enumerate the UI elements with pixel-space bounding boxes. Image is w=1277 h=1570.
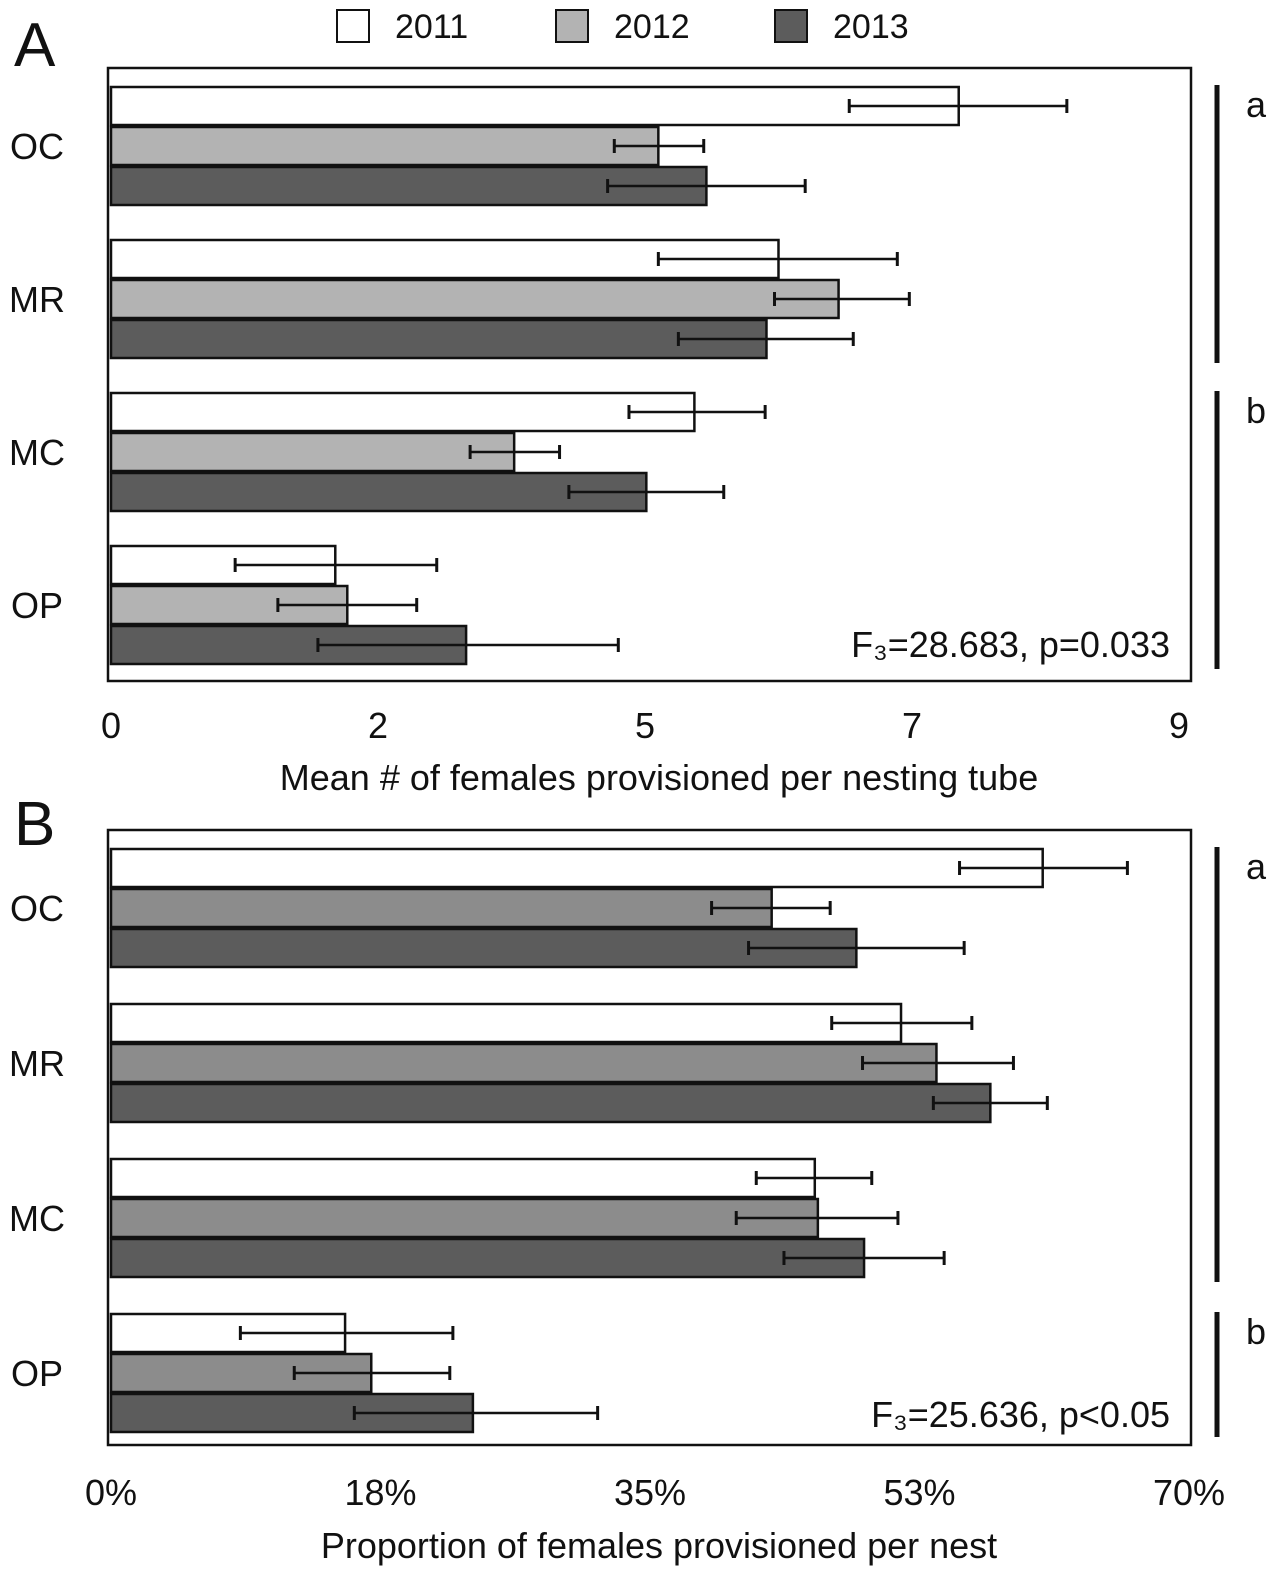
- bar-oc-2011: [109, 85, 960, 127]
- category-label-mc: MC: [9, 1198, 65, 1239]
- stat-annotation: F₃=28.683, p=0.033: [851, 624, 1170, 665]
- x-tick-label: 9: [1169, 705, 1189, 746]
- category-label-mr: MR: [9, 279, 65, 320]
- legend-swatch-2011: [336, 9, 370, 43]
- panel-label: B: [14, 790, 55, 859]
- category-label-mc: MC: [9, 432, 65, 473]
- error-bar-mc-2011: [754, 1171, 874, 1185]
- panel-b: B OC MR MC OP 0% 18% 35% 53% 70% Proportion of fem…: [9, 790, 1267, 1566]
- legend-label-2013: 2013: [833, 8, 909, 46]
- group-letter-b: b: [1246, 390, 1266, 431]
- error-bar-mr-2012: [772, 292, 911, 306]
- plot-frame: [106, 828, 1193, 1447]
- legend-swatch-2012: [555, 9, 589, 43]
- stat-annotation: F₃=25.636, p<0.05: [871, 1394, 1170, 1435]
- error-bar-op-2011: [233, 558, 439, 572]
- x-tick-label: 0%: [85, 1472, 137, 1513]
- error-bar-op-2012: [276, 598, 419, 612]
- error-bar-mc-2012: [734, 1211, 900, 1225]
- panel-label: A: [14, 11, 56, 80]
- error-bar-oc-2013: [747, 941, 966, 955]
- category-label-mr: MR: [9, 1043, 65, 1084]
- x-tick-label: 35%: [614, 1472, 686, 1513]
- error-bar-mr-2011: [830, 1016, 974, 1030]
- plot-frame: [106, 66, 1193, 683]
- x-tick-label: 70%: [1153, 1472, 1225, 1513]
- x-tick-label: 5: [635, 705, 655, 746]
- legend: 2011 2012 2013: [336, 8, 909, 46]
- error-bar-op-2013: [352, 1406, 600, 1420]
- error-bar-oc-2012: [612, 139, 706, 153]
- error-bar-oc-2012: [710, 901, 832, 915]
- bar-mc-2013: [109, 471, 648, 513]
- error-bar-mc-2011: [627, 405, 767, 419]
- bar-mr-2012: [109, 1042, 938, 1084]
- error-bar-mr-2012: [861, 1056, 1015, 1070]
- bar-mr-2011: [109, 1002, 903, 1044]
- bar-oc-2013: [109, 927, 858, 969]
- bar-oc-2012: [109, 125, 660, 167]
- error-bar-mc-2012: [468, 445, 562, 459]
- category-label-op: OP: [11, 1353, 63, 1394]
- x-tick-label: 18%: [344, 1472, 416, 1513]
- category-label-op: OP: [11, 585, 63, 626]
- bar-mc-2011: [109, 1157, 817, 1199]
- legend-swatch-2013: [774, 9, 808, 43]
- error-bar-mr-2011: [656, 252, 899, 266]
- bar-mr-2013: [109, 1082, 992, 1124]
- bar-oc-2011: [109, 847, 1044, 889]
- bar-mc-2013: [109, 1237, 866, 1279]
- x-tick-label: 0: [101, 705, 121, 746]
- x-axis-label: Proportion of females provisioned per ne…: [321, 1525, 997, 1566]
- group-letter-a: a: [1246, 846, 1267, 887]
- bar-mc-2011: [109, 391, 696, 433]
- error-bar-oc-2011: [958, 861, 1129, 875]
- error-bar-mr-2013: [931, 1096, 1049, 1110]
- category-label-oc: OC: [10, 888, 64, 929]
- error-bar-mr-2013: [676, 332, 855, 346]
- bar-mr-2012: [109, 278, 840, 320]
- group-letter-b: b: [1246, 1311, 1266, 1352]
- legend-label-2011: 2011: [395, 8, 468, 46]
- x-axis-label: Mean # of females provisioned per nestin…: [280, 757, 1038, 798]
- bar-mc-2012: [109, 1197, 820, 1239]
- bar-oc-2012: [109, 887, 773, 929]
- x-tick-label: 2: [368, 705, 388, 746]
- x-tick-label: 7: [902, 705, 922, 746]
- error-bar-mc-2013: [567, 485, 726, 499]
- bar-mc-2012: [109, 431, 516, 473]
- error-bar-oc-2013: [606, 179, 807, 193]
- legend-label-2012: 2012: [614, 8, 690, 46]
- x-tick-label: 53%: [883, 1472, 955, 1513]
- group-letter-a: a: [1246, 84, 1267, 125]
- error-bar-op-2011: [238, 1326, 455, 1340]
- error-bar-mc-2013: [782, 1251, 946, 1265]
- error-bar-op-2012: [292, 1366, 452, 1380]
- bar-mr-2013: [109, 318, 768, 360]
- panel-a: A OC MR MC OP 0 2 5 7 9 Mean # of females provisio…: [9, 11, 1267, 798]
- error-bar-oc-2011: [847, 99, 1069, 113]
- category-label-oc: OC: [10, 126, 64, 167]
- error-bar-op-2013: [316, 638, 620, 652]
